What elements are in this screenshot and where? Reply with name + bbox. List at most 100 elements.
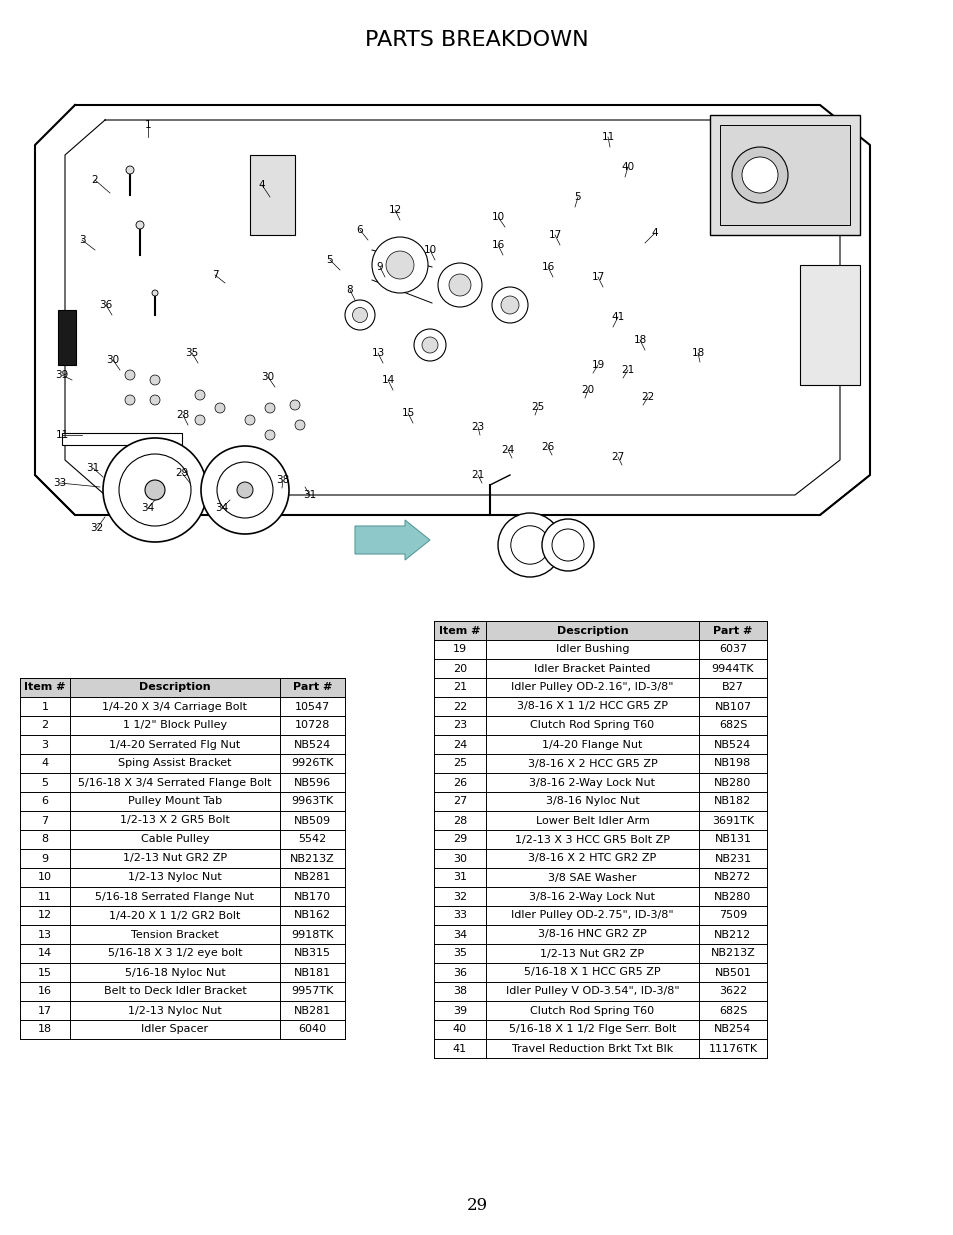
Text: 33: 33 [53,478,67,488]
Text: 6: 6 [42,797,49,806]
Text: Clutch Rod Spring T60: Clutch Rod Spring T60 [530,1005,654,1015]
Circle shape [150,375,160,385]
Text: 5: 5 [42,778,49,788]
Text: 1/2-13 X 2 GR5 Bolt: 1/2-13 X 2 GR5 Bolt [120,815,230,825]
Circle shape [386,251,414,279]
Bar [58,310,76,366]
Text: 31: 31 [453,872,467,883]
Text: 22: 22 [640,391,654,403]
Bar [20,735,345,755]
Text: Sping Assist Bracket: Sping Assist Bracket [118,758,232,768]
Circle shape [126,165,133,174]
Bar [434,982,766,1002]
Text: 3/8-16 X 1 1/2 HCC GR5 ZP: 3/8-16 X 1 1/2 HCC GR5 ZP [517,701,667,711]
Bar [434,640,766,659]
Circle shape [214,403,225,412]
Text: 10547: 10547 [294,701,330,711]
Text: NB212: NB212 [714,930,751,940]
Text: 682S: 682S [718,720,746,730]
Text: 11: 11 [38,892,52,902]
Text: 29: 29 [453,835,467,845]
Text: 24: 24 [453,740,467,750]
Bar [434,944,766,963]
Text: 10: 10 [491,212,504,222]
Bar [20,830,345,848]
Text: NB281: NB281 [294,872,331,883]
Circle shape [345,300,375,330]
Text: 5/16-18 X 1 HCC GR5 ZP: 5/16-18 X 1 HCC GR5 ZP [523,967,660,977]
Text: 24: 24 [501,445,514,454]
Text: 20: 20 [580,385,594,395]
Text: 5: 5 [326,254,333,266]
Text: 7509: 7509 [719,910,746,920]
Text: 41: 41 [611,312,624,322]
Circle shape [150,395,160,405]
Text: 9: 9 [376,262,383,272]
Text: 1: 1 [145,120,152,130]
Text: 30: 30 [453,853,467,863]
Bar [434,887,766,906]
Bar [434,925,766,944]
Text: Description: Description [557,625,628,636]
Text: Idler Pulley OD-2.16", ID-3/8": Idler Pulley OD-2.16", ID-3/8" [511,683,673,693]
Text: 19: 19 [453,645,467,655]
Text: 40: 40 [620,162,634,172]
Text: Idler Pulley V OD-3.54", ID-3/8": Idler Pulley V OD-3.54", ID-3/8" [505,987,679,997]
Bar [434,716,766,735]
Bar [20,697,345,716]
Circle shape [492,287,527,324]
Text: 30: 30 [107,354,119,366]
Text: 14: 14 [38,948,52,958]
Text: 1/2-13 Nyloc Nut: 1/2-13 Nyloc Nut [128,1005,222,1015]
Circle shape [497,513,561,577]
Text: 34: 34 [141,503,154,513]
Text: Tension Bracket: Tension Bracket [131,930,218,940]
Bar [434,906,766,925]
Text: 18: 18 [691,348,704,358]
Circle shape [265,403,274,412]
Text: NB231: NB231 [714,853,751,863]
Text: 18: 18 [38,1025,52,1035]
Text: 30: 30 [261,372,274,382]
Text: 5/16-18 X 3 1/2 eye bolt: 5/16-18 X 3 1/2 eye bolt [108,948,242,958]
Text: Item #: Item # [24,683,66,693]
Circle shape [125,370,135,380]
Text: 9918TK: 9918TK [291,930,334,940]
Text: NB213Z: NB213Z [290,853,335,863]
Text: 3/8-16 2-Way Lock Nut: 3/8-16 2-Way Lock Nut [529,892,655,902]
Bar [800,266,859,385]
Bar [434,1039,766,1058]
Text: 13: 13 [38,930,52,940]
Text: 28: 28 [453,815,467,825]
Bar [434,811,766,830]
Circle shape [194,390,205,400]
Text: 31: 31 [87,463,99,473]
Bar [434,697,766,716]
Circle shape [372,237,428,293]
Text: Idler Bracket Painted: Idler Bracket Painted [534,663,650,673]
Text: NB315: NB315 [294,948,331,958]
Text: 10: 10 [423,245,436,254]
Text: 21: 21 [453,683,467,693]
Text: 7: 7 [41,815,49,825]
Text: 4: 4 [651,228,658,238]
Text: 33: 33 [453,910,467,920]
Text: 16: 16 [491,240,504,249]
Bar [20,848,345,868]
Text: NB107: NB107 [714,701,751,711]
Text: 26: 26 [453,778,467,788]
Text: Clutch Rod Spring T60: Clutch Rod Spring T60 [530,720,654,730]
Text: 6037: 6037 [719,645,746,655]
Circle shape [290,400,299,410]
Text: Belt to Deck Idler Bracket: Belt to Deck Idler Bracket [104,987,246,997]
Bar [20,1020,345,1039]
Text: NB280: NB280 [714,892,751,902]
Text: 10728: 10728 [294,720,330,730]
Text: Cable Pulley: Cable Pulley [141,835,209,845]
Text: Part #: Part # [293,683,332,693]
Text: 35: 35 [453,948,467,958]
Text: 8: 8 [346,285,353,295]
Text: 35: 35 [185,348,198,358]
Text: Pulley Mount Tab: Pulley Mount Tab [128,797,222,806]
Bar [20,811,345,830]
